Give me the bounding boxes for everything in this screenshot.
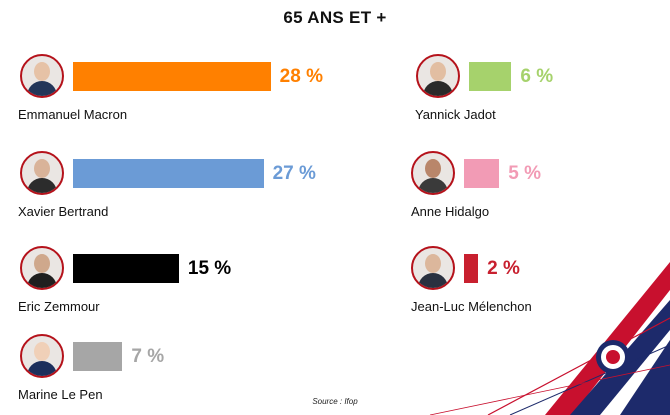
avatar xyxy=(411,246,455,290)
source-note: Source : Ifop xyxy=(312,397,358,406)
category-label: Xavier Bertrand xyxy=(18,204,109,219)
avatar xyxy=(20,151,64,195)
category-label: Emmanuel Macron xyxy=(18,107,128,122)
data-label: 28 % xyxy=(279,66,323,87)
bar xyxy=(73,159,264,188)
data-label: 7 % xyxy=(131,346,165,367)
category-label: Jean-Luc Mélenchon xyxy=(411,299,532,314)
bar xyxy=(73,62,271,91)
bar xyxy=(73,254,179,283)
roundel-icon xyxy=(596,340,630,374)
avatar xyxy=(416,54,460,98)
category-label: Marine Le Pen xyxy=(18,387,103,402)
bar xyxy=(464,159,500,188)
avatar xyxy=(20,54,64,98)
data-label: 6 % xyxy=(520,66,554,87)
avatar xyxy=(411,151,455,195)
data-label: 15 % xyxy=(187,258,232,279)
data-label: 2 % xyxy=(487,258,520,279)
bar xyxy=(464,254,479,283)
data-label: 5 % xyxy=(508,163,542,184)
avatar xyxy=(20,246,64,290)
category-label: Anne Hidalgo xyxy=(411,204,490,219)
category-label: Yannick Jadot xyxy=(415,107,496,122)
bar xyxy=(469,62,512,91)
bar xyxy=(73,342,123,371)
category-label: Eric Zemmour xyxy=(18,299,100,314)
avatar xyxy=(20,334,64,378)
chart-title: 65 ANS ET + xyxy=(283,8,387,27)
data-label: 27 % xyxy=(272,163,316,184)
